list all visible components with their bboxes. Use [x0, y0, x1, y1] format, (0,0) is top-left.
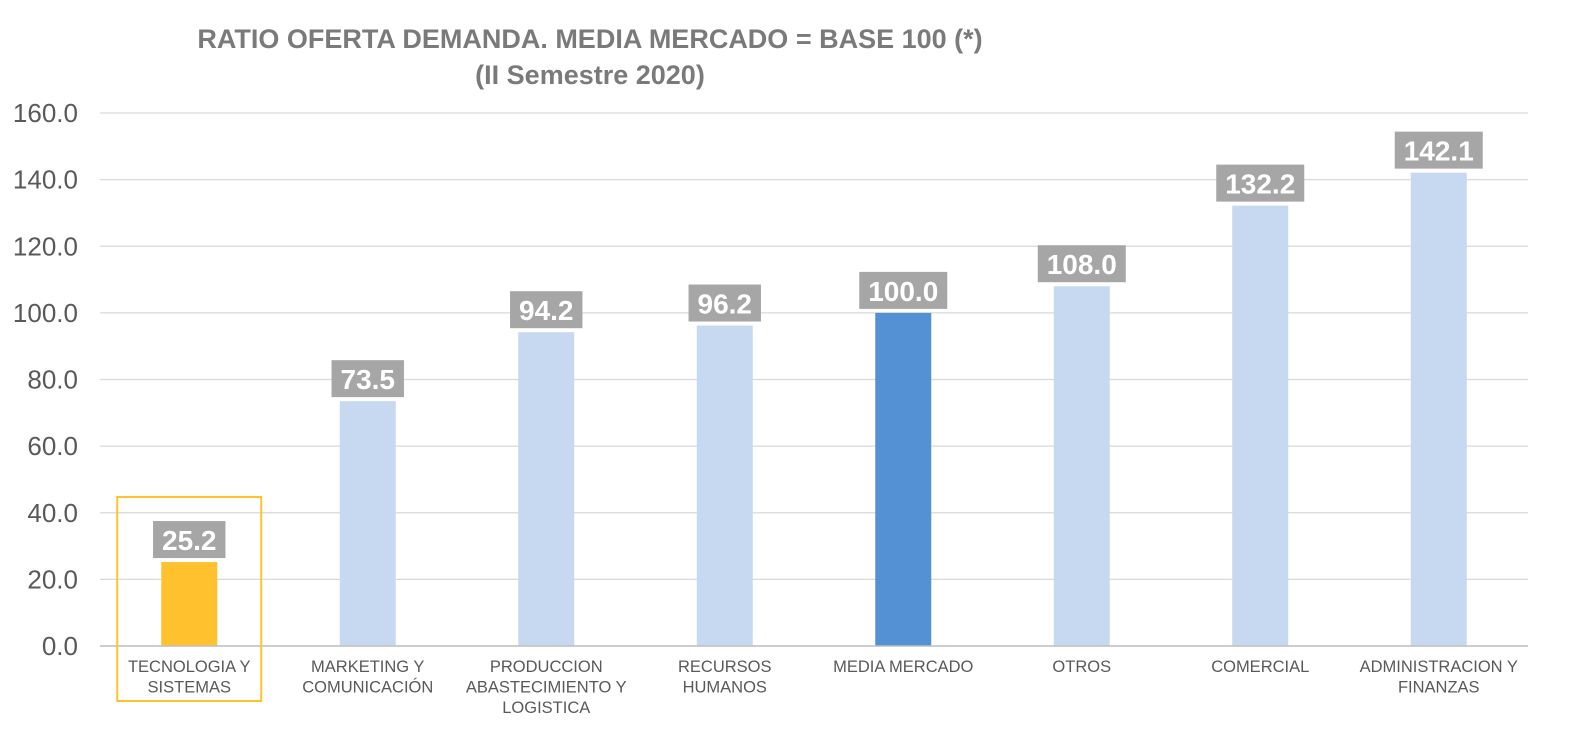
data-label-background [1037, 245, 1126, 283]
y-tick-label: 120.0 [13, 231, 78, 261]
chart-subtitle: (II Semestre 2020) [475, 60, 705, 90]
x-tick-label: LOGISTICA [502, 699, 590, 717]
x-tick-label: RECURSOS [678, 658, 772, 676]
data-label-background [510, 291, 583, 329]
x-tick-label: PRODUCCION [490, 658, 603, 676]
y-tick-label: 100.0 [13, 298, 78, 328]
bar [696, 325, 753, 646]
y-tick-label: 60.0 [27, 431, 78, 461]
y-tick-label: 0.0 [42, 631, 78, 661]
data-label: 142.1 [1404, 136, 1474, 167]
x-tick-label: COMERCIAL [1211, 658, 1309, 676]
y-tick-label: 40.0 [27, 498, 78, 528]
data-label: 100.0 [868, 276, 938, 307]
x-tick-label: TECNOLOGIA Y [128, 658, 251, 676]
x-tick-label: MARKETING Y [311, 658, 424, 676]
data-label-background [859, 271, 948, 309]
data-label: 25.2 [162, 525, 217, 556]
x-tick-label: MEDIA MERCADO [833, 658, 973, 676]
data-label: 73.5 [341, 364, 396, 395]
x-tick-label: SISTEMAS [148, 679, 231, 697]
data-label-background [1394, 131, 1483, 169]
data-label: 94.2 [519, 295, 574, 326]
bar [1232, 205, 1289, 646]
x-tick-label: FINANZAS [1398, 679, 1480, 697]
x-tick-label: OTROS [1052, 658, 1111, 676]
x-tick-label: HUMANOS [683, 679, 767, 697]
data-label-background [1216, 164, 1305, 202]
y-tick-label: 80.0 [27, 365, 78, 395]
y-tick-label: 140.0 [13, 165, 78, 195]
x-tick-label: ADMINISTRACION Y [1360, 658, 1518, 676]
data-label-background [688, 284, 761, 322]
data-label-background [153, 521, 226, 559]
bar [339, 401, 396, 646]
chart-title: RATIO OFERTA DEMANDA. MEDIA MERCADO = BA… [197, 24, 983, 54]
bar [161, 562, 218, 646]
bar [1053, 286, 1110, 646]
x-tick-label: COMUNICACIÓN [302, 678, 433, 697]
data-label: 132.2 [1225, 169, 1295, 200]
data-label-background [331, 360, 404, 398]
bar [1410, 172, 1467, 646]
highlight-box [116, 496, 263, 702]
x-tick-label: ABASTECIMIENTO Y [466, 679, 627, 697]
bar [875, 312, 932, 646]
y-tick-label: 160.0 [13, 98, 78, 128]
data-label: 108.0 [1047, 249, 1117, 280]
y-tick-label: 20.0 [27, 564, 78, 594]
data-label: 96.2 [698, 289, 753, 320]
bar [518, 332, 575, 646]
